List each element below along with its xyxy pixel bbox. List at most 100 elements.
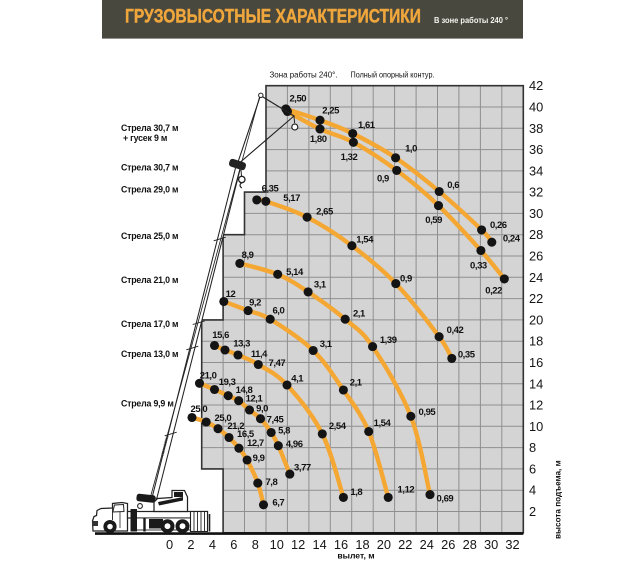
svg-text:8,9: 8,9 [242, 250, 254, 261]
svg-text:4,1: 4,1 [291, 374, 304, 385]
svg-text:Стрела 25,0 м: Стрела 25,0 м [121, 231, 178, 241]
svg-text:2,1: 2,1 [353, 309, 366, 320]
svg-text:28: 28 [529, 227, 543, 242]
svg-text:8: 8 [252, 537, 259, 552]
svg-text:Стрела 17,0 м: Стрела 17,0 м [121, 319, 178, 329]
svg-text:5,14: 5,14 [286, 267, 304, 278]
svg-text:24: 24 [529, 270, 543, 285]
svg-text:2,50: 2,50 [289, 94, 306, 105]
svg-text:3,1: 3,1 [314, 279, 327, 290]
svg-text:19,3: 19,3 [219, 377, 236, 388]
svg-text:14: 14 [312, 537, 326, 552]
svg-text:+ гусек 9 м: + гусек 9 м [123, 133, 167, 143]
svg-text:0,59: 0,59 [425, 215, 442, 226]
svg-text:22: 22 [398, 537, 412, 552]
svg-text:16,5: 16,5 [237, 429, 255, 440]
svg-text:0,9: 0,9 [377, 174, 389, 185]
svg-text:0,6: 0,6 [447, 180, 459, 191]
svg-text:Стрела 30,7 м: Стрела 30,7 м [121, 163, 178, 173]
svg-text:Стрела 21,0 м: Стрела 21,0 м [121, 275, 178, 285]
svg-text:30: 30 [529, 206, 543, 221]
svg-text:10: 10 [529, 419, 543, 434]
svg-text:32: 32 [505, 537, 519, 552]
svg-text:0,33: 0,33 [470, 261, 487, 272]
svg-text:Стрела 13,0 м: Стрела 13,0 м [121, 349, 178, 359]
svg-text:1,12: 1,12 [398, 485, 415, 496]
svg-text:6: 6 [529, 461, 536, 476]
svg-text:ИВАНОВЕЦ: ИВАНОВЕЦ [161, 435, 170, 456]
svg-text:1,32: 1,32 [341, 152, 358, 163]
svg-text:3,1: 3,1 [320, 339, 333, 350]
svg-text:16: 16 [529, 355, 543, 370]
svg-text:6,35: 6,35 [262, 184, 280, 195]
svg-text:Стрела 29,0 м: Стрела 29,0 м [121, 185, 178, 195]
svg-text:В зоне работы 240 °: В зоне работы 240 ° [434, 15, 508, 25]
svg-text:1,61: 1,61 [358, 120, 376, 131]
svg-text:25,0: 25,0 [191, 404, 208, 415]
svg-text:Стрела 9,9 м: Стрела 9,9 м [121, 399, 174, 409]
svg-text:3,77: 3,77 [294, 462, 311, 473]
svg-text:22: 22 [529, 291, 543, 306]
svg-text:1,39: 1,39 [380, 335, 397, 346]
svg-text:9,2: 9,2 [249, 298, 261, 309]
svg-text:вылет, м: вылет, м [337, 551, 374, 561]
svg-text:4: 4 [209, 537, 216, 552]
svg-text:25,0: 25,0 [215, 413, 232, 424]
svg-text:10: 10 [270, 537, 284, 552]
svg-text:2,65: 2,65 [316, 207, 334, 218]
svg-text:32: 32 [529, 185, 543, 200]
svg-text:0,35: 0,35 [458, 349, 476, 360]
svg-text:20: 20 [529, 312, 543, 327]
svg-text:14,8: 14,8 [236, 385, 253, 396]
svg-text:5,8: 5,8 [278, 426, 290, 437]
svg-text:24: 24 [420, 537, 434, 552]
svg-text:2: 2 [529, 504, 536, 519]
svg-text:13,3: 13,3 [233, 338, 250, 349]
svg-text:Стрела 30,7 м: Стрела 30,7 м [121, 123, 178, 133]
svg-text:7,45: 7,45 [267, 414, 285, 425]
svg-text:40: 40 [529, 100, 543, 115]
svg-text:0: 0 [166, 537, 173, 552]
svg-text:0,22: 0,22 [485, 286, 502, 297]
svg-text:36: 36 [529, 142, 543, 157]
svg-text:Полный опорный контур.: Полный опорный контур. [351, 69, 435, 79]
svg-text:12: 12 [291, 537, 305, 552]
svg-text:0,26: 0,26 [490, 220, 507, 231]
svg-text:2,1: 2,1 [350, 378, 363, 389]
svg-text:21,2: 21,2 [227, 421, 244, 432]
svg-text:6,0: 6,0 [272, 306, 284, 317]
svg-text:11,4: 11,4 [251, 349, 268, 360]
svg-text:12,7: 12,7 [247, 438, 264, 449]
svg-text:15,6: 15,6 [212, 330, 229, 341]
svg-text:38: 38 [529, 121, 543, 136]
svg-text:1,8: 1,8 [350, 487, 362, 498]
svg-text:14: 14 [529, 376, 543, 391]
svg-text:9,0: 9,0 [256, 404, 268, 415]
svg-text:18: 18 [355, 537, 369, 552]
svg-text:20: 20 [377, 537, 391, 552]
svg-text:6: 6 [230, 537, 237, 552]
svg-text:12,1: 12,1 [246, 394, 264, 405]
svg-text:ГРУЗОВЫСОТНЫЕ ХАРАКТЕРИСТИКИ: ГРУЗОВЫСОТНЫЕ ХАРАКТЕРИСТИКИ [125, 6, 421, 28]
svg-text:30: 30 [484, 537, 498, 552]
svg-text:Зона работы 240°.: Зона работы 240°. [270, 69, 338, 79]
svg-text:2: 2 [187, 537, 194, 552]
svg-text:2,25: 2,25 [322, 106, 340, 117]
svg-text:12: 12 [226, 289, 236, 300]
svg-text:28: 28 [463, 537, 477, 552]
svg-text:0,69: 0,69 [437, 494, 454, 505]
svg-text:5,17: 5,17 [283, 193, 300, 204]
svg-text:7,47: 7,47 [269, 358, 286, 369]
svg-text:26: 26 [529, 249, 543, 264]
svg-text:8: 8 [529, 440, 536, 455]
svg-text:1,54: 1,54 [356, 235, 374, 246]
svg-text:6,7: 6,7 [272, 498, 284, 509]
svg-text:4: 4 [529, 483, 536, 498]
svg-text:0,9: 0,9 [400, 273, 412, 284]
svg-text:42: 42 [529, 78, 543, 93]
svg-text:1,80: 1,80 [310, 134, 327, 145]
svg-text:9,9: 9,9 [253, 453, 265, 464]
svg-text:34: 34 [529, 163, 543, 178]
svg-text:16: 16 [334, 537, 348, 552]
svg-text:0,24: 0,24 [503, 233, 521, 244]
